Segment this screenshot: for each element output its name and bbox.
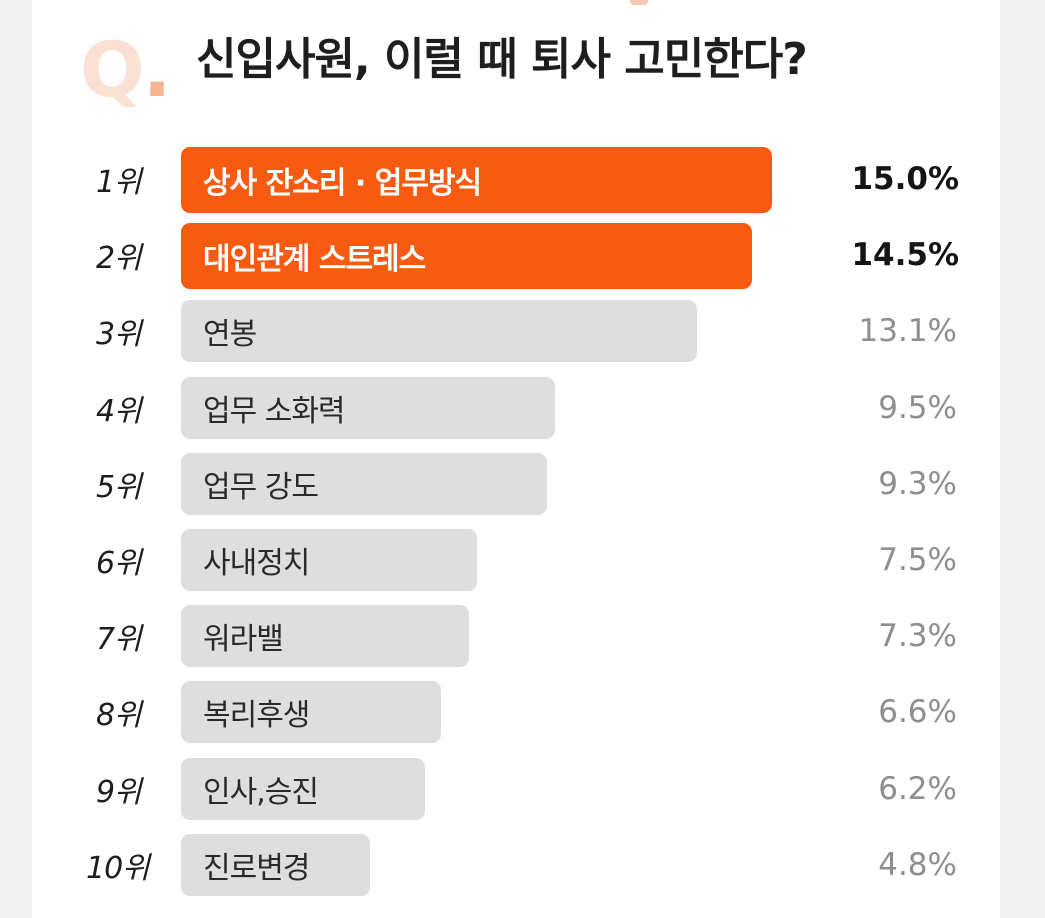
- bar: 업무 소화력: [181, 377, 555, 439]
- rank-label: 2위: [96, 241, 142, 276]
- bar-row: 8위 복리후생 6.6%: [0, 677, 1045, 747]
- bar-row: 3위 연봉 13.1%: [0, 296, 1045, 366]
- category-label: 대인관계 스트레스: [203, 242, 426, 277]
- value-label: 13.1%: [858, 313, 957, 349]
- value-label: 9.5%: [878, 390, 957, 426]
- rank-label: 9위: [96, 775, 142, 810]
- value-label: 7.5%: [878, 542, 957, 578]
- q-dot: .: [142, 25, 172, 114]
- bar: 사내정치: [181, 529, 477, 591]
- rank-label: 4위: [96, 394, 142, 429]
- bar: 상사 잔소리 · 업무방식: [181, 147, 772, 213]
- rank-label: 10위: [86, 851, 150, 886]
- rank-label: 1위: [96, 165, 142, 200]
- rank-label: 6위: [96, 546, 142, 581]
- value-label: 14.5%: [851, 237, 959, 273]
- bar-row: 2위 대인관계 스트레스 14.5%: [0, 220, 1045, 290]
- top-accent-mark: [630, 0, 648, 5]
- value-label: 6.2%: [878, 771, 957, 807]
- value-label: 6.6%: [878, 694, 957, 730]
- category-label: 인사,승진: [203, 775, 319, 810]
- bar-row: 9위 인사,승진 6.2%: [0, 754, 1045, 824]
- category-label: 워라밸: [203, 622, 284, 657]
- bar-row: 6위 사내정치 7.5%: [0, 525, 1045, 595]
- bar: 워라밸: [181, 605, 469, 667]
- q-mark-icon: Q: [80, 25, 145, 114]
- category-label: 연봉: [203, 317, 257, 352]
- bar-row: 7위 워라밸 7.3%: [0, 601, 1045, 671]
- page-title: 신입사원, 이럴 때 퇴사 고민한다?: [196, 34, 808, 85]
- bar-row: 10위 진로변경 4.8%: [0, 830, 1045, 900]
- category-label: 업무 소화력: [203, 394, 346, 429]
- bar: 업무 강도: [181, 453, 547, 515]
- rank-label: 8위: [96, 698, 142, 733]
- value-label: 15.0%: [851, 161, 959, 197]
- category-label: 진로변경: [203, 851, 310, 886]
- rank-label: 7위: [96, 622, 142, 657]
- bar: 복리후생: [181, 681, 441, 743]
- bar: 연봉: [181, 300, 697, 362]
- bar-row: 4위 업무 소화력 9.5%: [0, 373, 1045, 443]
- value-label: 9.3%: [878, 466, 957, 502]
- category-label: 복리후생: [203, 698, 310, 733]
- value-label: 4.8%: [878, 847, 957, 883]
- bar-row: 1위 상사 잔소리 · 업무방식 15.0%: [0, 144, 1045, 214]
- rank-label: 3위: [96, 317, 142, 352]
- category-label: 상사 잔소리 · 업무방식: [203, 166, 482, 201]
- header: Q.: [80, 18, 171, 108]
- rank-label: 5위: [96, 470, 142, 505]
- bar: 인사,승진: [181, 758, 425, 820]
- category-label: 사내정치: [203, 546, 310, 581]
- bar-row: 5위 업무 강도 9.3%: [0, 449, 1045, 519]
- bar: 진로변경: [181, 834, 370, 896]
- bar: 대인관계 스트레스: [181, 223, 752, 289]
- category-label: 업무 강도: [203, 470, 319, 505]
- value-label: 7.3%: [878, 618, 957, 654]
